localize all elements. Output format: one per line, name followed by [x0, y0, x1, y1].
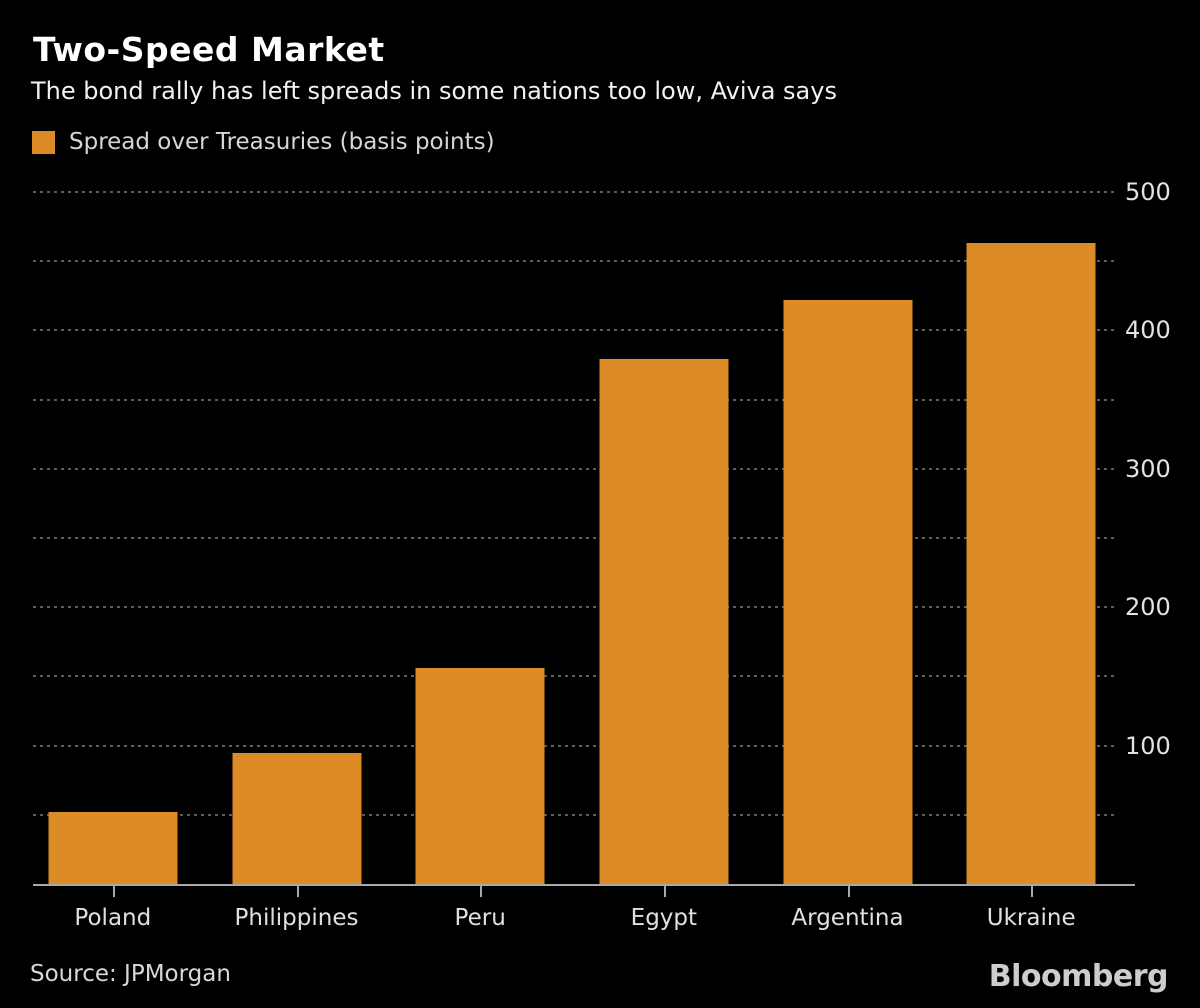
gridline-250 — [33, 537, 1115, 539]
y-axis-label-300: 300 — [1125, 454, 1171, 483]
y-axis-label-400: 400 — [1125, 316, 1171, 345]
bloomberg-logo: Bloomberg — [988, 959, 1169, 994]
x-axis-tick — [1031, 886, 1034, 897]
bar-argentina — [783, 299, 913, 884]
bar-column-argentina: Argentina — [756, 192, 940, 931]
x-axis-tick — [663, 886, 666, 897]
chart-subtitle: The bond rally has left spreads in some … — [31, 77, 837, 105]
gridline-200 — [33, 606, 1115, 609]
gridline-100 — [33, 744, 1115, 747]
bar-column-peru: Peru — [388, 192, 572, 931]
gridline-50 — [33, 813, 1115, 816]
category-label-poland: Poland — [74, 905, 152, 931]
category-label-peru: Peru — [454, 905, 506, 931]
gridline-300 — [33, 467, 1115, 470]
category-label-ukraine: Ukraine — [986, 905, 1076, 931]
category-label-philippines: Philippines — [234, 905, 359, 931]
gridline-500 — [33, 191, 1115, 193]
legend-swatch-icon — [32, 130, 55, 154]
gridline-400 — [33, 329, 1115, 332]
bar-egypt — [599, 359, 729, 884]
x-axis-tick — [847, 886, 850, 897]
legend-label: Spread over Treasuries (basis points) — [69, 129, 495, 155]
bar-ukraine — [966, 243, 1096, 884]
bars-container: Poland Philippines Peru Egypt Argentina Ukrai… — [21, 192, 1123, 931]
gridline-450 — [33, 260, 1115, 263]
bar-philippines — [232, 752, 361, 884]
x-axis-line — [33, 884, 1135, 886]
bar-column-philippines: Philippines — [205, 192, 389, 931]
category-label-argentina: Argentina — [791, 905, 904, 931]
bar-column-poland: Poland — [21, 192, 205, 931]
bar-peru — [415, 668, 545, 884]
y-axis-label-100: 100 — [1125, 731, 1171, 760]
bar-column-egypt: Egypt — [572, 192, 756, 931]
legend: Spread over Treasuries (basis points) — [32, 129, 495, 155]
plot-area: 100 200 300 400 500 Poland Philippines Peru Egy… — [33, 178, 1171, 931]
y-axis-label-500: 500 — [1125, 178, 1171, 206]
category-label-egypt: Egypt — [630, 905, 698, 931]
x-axis-tick — [480, 886, 483, 897]
x-axis-tick — [112, 886, 115, 897]
source-label: Source: JPMorgan — [30, 961, 231, 987]
gridline-350 — [33, 398, 1115, 401]
gridline-150 — [33, 675, 1115, 678]
bar-poland — [48, 812, 178, 884]
bar-column-ukraine: Ukraine — [939, 192, 1123, 931]
x-axis-tick — [296, 886, 299, 897]
y-axis-label-200: 200 — [1125, 593, 1171, 622]
chart-title: Two-Speed Market — [33, 30, 385, 69]
